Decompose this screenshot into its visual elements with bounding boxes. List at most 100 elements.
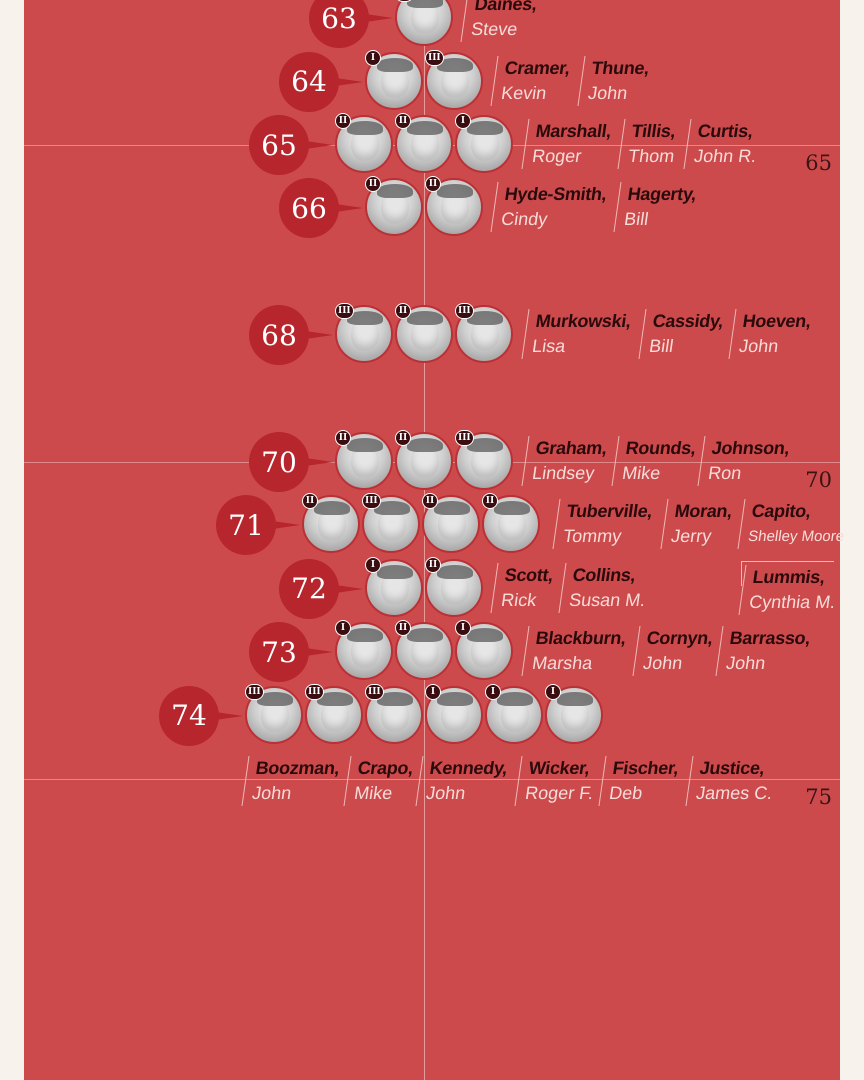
senator-first-name: Thom xyxy=(626,146,676,166)
senator-first-name: Roger F. xyxy=(523,782,595,803)
center-axis-line xyxy=(424,0,425,1080)
senator-last-name: Wicker, xyxy=(527,757,592,778)
senator-portrait: III xyxy=(362,493,420,554)
senator-first-name: Roger xyxy=(530,146,583,166)
senator-last-name: Justice, xyxy=(698,757,766,778)
age-pointer xyxy=(359,13,393,24)
senator-name: Curtis, John R. xyxy=(683,119,762,169)
senate-class-badge: II xyxy=(395,113,411,129)
senator-first-name: John xyxy=(641,653,684,674)
senator-first-name: Kevin xyxy=(499,82,548,103)
senate-class-badge: III xyxy=(335,303,354,320)
senate-class-badge: II xyxy=(425,176,441,193)
senator-portrait: III xyxy=(455,430,513,490)
senator-portrait: I xyxy=(485,683,543,744)
senator-portrait: II xyxy=(395,620,453,681)
senator-first-name: Steve xyxy=(469,19,519,40)
senate-class-badge: II xyxy=(482,493,498,510)
senate-class-badge: I xyxy=(365,49,381,66)
senator-name: Tuberville, Tommy xyxy=(552,499,654,550)
senator-portrait: I xyxy=(455,113,513,173)
senator-portrait: II xyxy=(482,493,540,554)
senator-name: Barrasso, John xyxy=(715,626,812,677)
senator-portrait: I xyxy=(335,620,393,681)
senator-last-name: Tillis, xyxy=(630,121,677,141)
age-pointer xyxy=(329,583,363,594)
age-pointer xyxy=(299,330,333,341)
senator-name: Wicker, Roger F. xyxy=(514,755,599,806)
senator-name: Rounds, Mike xyxy=(611,436,698,486)
senator-first-name: Bill xyxy=(647,336,675,357)
senator-first-name: Susan M. xyxy=(567,589,647,610)
senator-first-name: John xyxy=(737,336,780,357)
senator-name: Cramer, Kevin xyxy=(490,55,572,106)
age-badge: 63 xyxy=(309,0,369,49)
senator-last-name: Cornyn, xyxy=(645,628,715,649)
senator-portrait: II xyxy=(395,113,453,173)
senator-name: Boozman, John xyxy=(241,755,342,806)
senator-last-name: Cramer, xyxy=(503,57,572,78)
senator-name: Blackburn, Marsha xyxy=(521,626,628,677)
senator-name: Hoeven, John xyxy=(728,309,813,360)
senate-class-badge: II xyxy=(395,620,411,637)
senator-last-name: Kennedy, xyxy=(428,757,509,778)
senator-first-name: Mike xyxy=(620,463,662,483)
age-badge: 74 xyxy=(159,685,219,746)
senator-first-name: John xyxy=(586,82,629,103)
gridline-75 xyxy=(24,779,840,780)
senator-portrait: I xyxy=(545,683,603,744)
senator-portrait: II xyxy=(335,430,393,490)
age-badge: 73 xyxy=(249,622,309,683)
senator-last-name: Hagerty, xyxy=(626,184,698,205)
axis-tick-label: 75 xyxy=(805,785,832,809)
senate-class-badge: II xyxy=(365,176,381,193)
senator-last-name: Murkowski, xyxy=(534,311,633,332)
senator-portrait: III xyxy=(365,683,423,744)
senate-class-badge: II xyxy=(335,113,351,129)
senator-name: Murkowski, Lisa xyxy=(521,309,633,360)
senator-last-name: Scott, xyxy=(503,564,555,585)
senator-first-name: Shelley Moore xyxy=(747,528,846,546)
senator-first-name: Ron xyxy=(706,463,743,483)
senator-portrait: II xyxy=(302,493,360,554)
senator-first-name: Bill xyxy=(622,209,650,230)
senator-first-name: John xyxy=(724,653,767,674)
senator-first-name: Jerry xyxy=(669,526,713,547)
senate-class-badge: III xyxy=(362,493,381,510)
senator-portrait: III xyxy=(245,683,303,744)
senator-name: Daines, Steve xyxy=(460,0,539,43)
senator-last-name: Fischer, xyxy=(611,757,680,778)
senator-first-name: James C. xyxy=(694,782,774,803)
senate-class-badge: II xyxy=(335,430,351,446)
senator-first-name: Deb xyxy=(607,782,644,803)
senate-class-badge: III xyxy=(455,303,474,320)
senator-name: Moran, Jerry xyxy=(660,499,734,550)
senator-name: Fischer, Deb xyxy=(598,755,681,806)
senator-name: Graham, Lindsey xyxy=(521,436,609,486)
senate-class-badge: II xyxy=(302,493,318,510)
senator-first-name: Mike xyxy=(352,782,394,803)
senator-name: Hyde-Smith, Cindy xyxy=(490,182,609,233)
senator-portrait: II xyxy=(395,430,453,490)
senate-class-badge: I xyxy=(425,683,441,700)
senate-class-badge: III xyxy=(305,683,324,700)
age-badge: 68 xyxy=(249,305,309,366)
age-pointer xyxy=(299,140,333,150)
senator-last-name: Johnson, xyxy=(710,438,791,458)
senator-portrait: III xyxy=(455,303,513,364)
age-badge: 65 xyxy=(249,115,309,175)
senate-class-badge: II xyxy=(395,303,411,320)
senator-name: Thune, John xyxy=(577,55,651,106)
senator-last-name: Rounds, xyxy=(624,438,698,458)
senator-last-name: Cassidy, xyxy=(651,311,725,332)
senate-class-badge: III xyxy=(365,683,384,700)
senator-first-name: John xyxy=(250,782,293,803)
senator-portrait: II xyxy=(395,303,453,364)
senate-class-badge: II xyxy=(395,430,411,446)
age-badge: 72 xyxy=(279,558,339,619)
senator-first-name: John R. xyxy=(692,146,758,166)
senator-name: Capito, Shelley Moore xyxy=(737,499,850,550)
senator-portrait: III xyxy=(305,683,363,744)
senator-last-name: Curtis, xyxy=(696,121,755,141)
